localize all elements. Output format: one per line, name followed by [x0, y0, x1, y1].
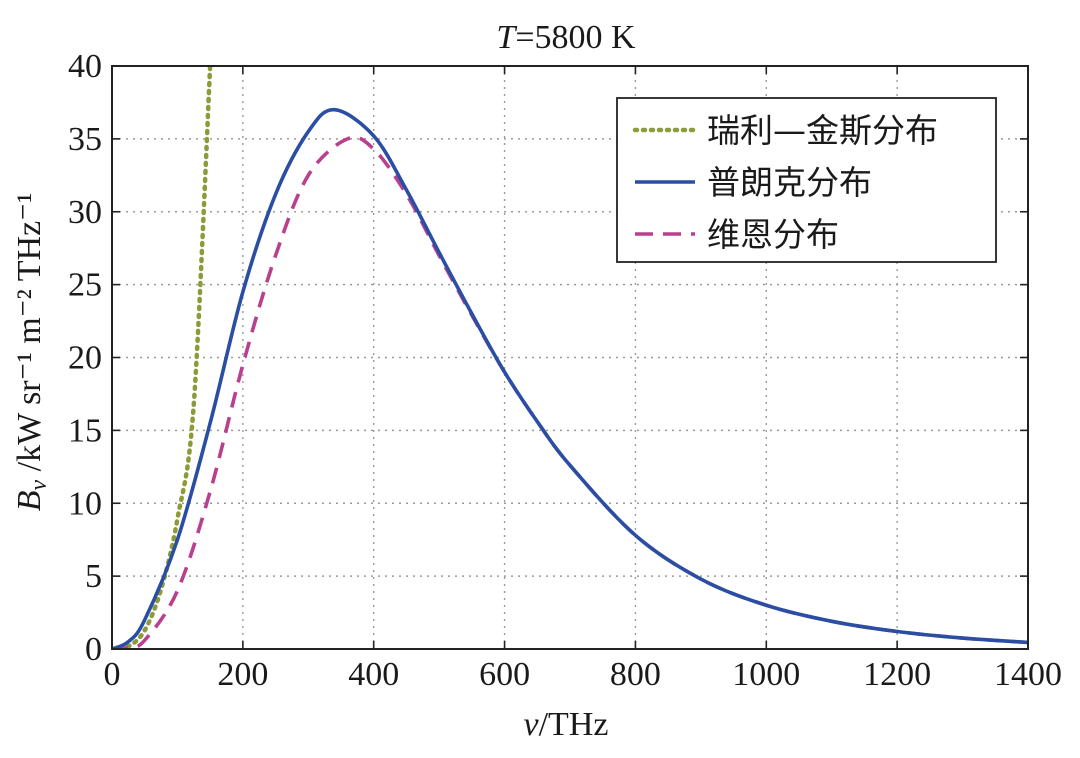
x-tick-label: 800: [610, 656, 661, 693]
y-axis-unit: /kW sr⁻¹ m⁻² THz⁻¹: [11, 193, 48, 480]
y-tick-label: 20: [68, 340, 102, 377]
y-tick-label: 10: [68, 485, 102, 522]
series-layer: [112, 66, 1028, 649]
x-tick-label: 1400: [994, 656, 1062, 693]
x-tick-label: 1200: [863, 656, 931, 693]
y-tick-label: 0: [85, 631, 102, 668]
legend-label-planck: 普朗克分布: [707, 163, 872, 202]
y-tick-label: 30: [68, 194, 102, 231]
x-tick-label: 400: [348, 656, 399, 693]
series-line-planck: [112, 107, 1028, 649]
y-tick-label: 15: [68, 412, 102, 449]
x-tick-label: 0: [104, 656, 121, 693]
series-line-rayleigh-jeans: [112, 66, 213, 649]
y-tick-label: 5: [85, 558, 102, 595]
title-value: =5800 K: [515, 19, 636, 56]
y-axis-variable: B: [11, 490, 48, 511]
y-tick-label: 35: [68, 121, 102, 158]
x-tick-label: 600: [479, 656, 530, 693]
y-tick-label: 25: [68, 267, 102, 304]
y-axis-label: Bν /kW sr⁻¹ m⁻² THz⁻¹: [11, 193, 52, 512]
ticks: 0 200 400 600 800 1000 1200 1400 0 5 10 15 20 25 30 35 4…: [68, 48, 1062, 693]
legend-label-rayleigh-jeans: 瑞利—金斯分布: [707, 111, 938, 150]
x-axis-unit: /THz: [539, 706, 609, 743]
x-axis-variable: ν: [524, 706, 540, 743]
y-axis-subscript: ν: [26, 480, 52, 491]
legend-label-wien: 维恩分布: [707, 215, 839, 254]
chart-title: T=5800 K: [496, 19, 636, 56]
x-tick-label: 200: [217, 656, 268, 693]
x-tick-label: 1000: [732, 656, 800, 693]
title-variable: T: [496, 19, 517, 56]
x-axis-label: ν/THz: [524, 706, 609, 743]
y-tick-label: 40: [68, 48, 102, 85]
